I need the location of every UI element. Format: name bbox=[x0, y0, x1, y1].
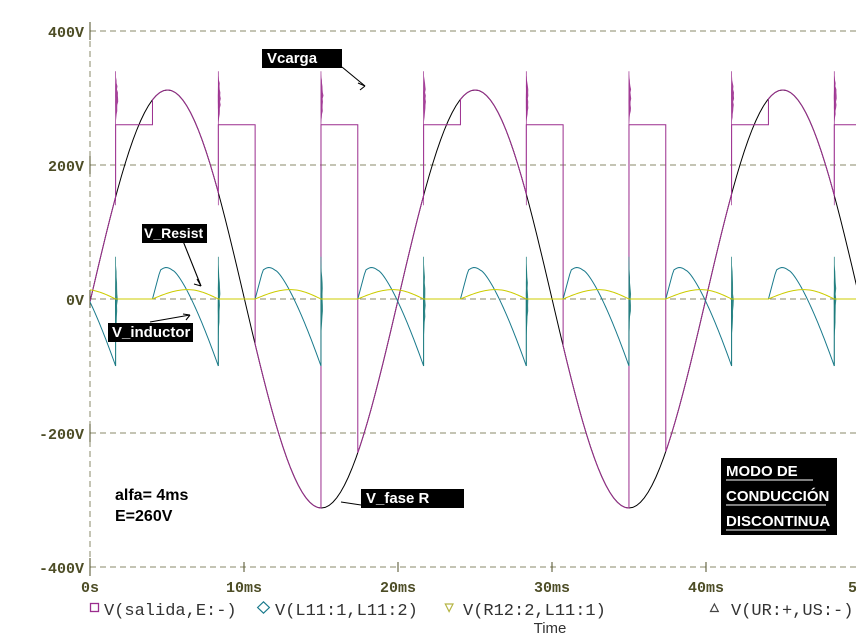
svg-text:V(salida,E:-): V(salida,E:-) bbox=[104, 602, 237, 621]
svg-text:V_fase R: V_fase R bbox=[366, 490, 430, 507]
svg-text:alfa= 4ms: alfa= 4ms bbox=[115, 487, 188, 504]
svg-text:E=260V: E=260V bbox=[115, 508, 173, 525]
svg-text:V(UR:+,US:-): V(UR:+,US:-) bbox=[731, 602, 853, 621]
svg-text:V_inductor: V_inductor bbox=[112, 324, 191, 341]
svg-text:DISCONTINUA: DISCONTINUA bbox=[726, 513, 830, 530]
svg-text:40ms: 40ms bbox=[688, 580, 724, 597]
svg-text:V_Resist: V_Resist bbox=[144, 225, 203, 241]
svg-text:30ms: 30ms bbox=[534, 580, 570, 597]
svg-text:50: 50 bbox=[848, 580, 856, 597]
svg-text:-200V: -200V bbox=[39, 427, 84, 444]
svg-text:10ms: 10ms bbox=[226, 580, 262, 597]
svg-text:Vcarga: Vcarga bbox=[267, 50, 318, 67]
svg-text:200V: 200V bbox=[48, 159, 84, 176]
svg-text:-400V: -400V bbox=[39, 561, 84, 578]
svg-text:V(R12:2,L11:1): V(R12:2,L11:1) bbox=[463, 602, 606, 621]
svg-text:V(L11:1,L11:2): V(L11:1,L11:2) bbox=[275, 602, 418, 621]
svg-text:0V: 0V bbox=[66, 293, 84, 310]
svg-text:0s: 0s bbox=[81, 580, 99, 597]
svg-text:Time: Time bbox=[534, 620, 567, 637]
svg-text:20ms: 20ms bbox=[380, 580, 416, 597]
svg-text:400V: 400V bbox=[48, 25, 84, 42]
svg-text:MODO DE: MODO DE bbox=[726, 463, 798, 480]
svg-text:CONDUCCIÓN: CONDUCCIÓN bbox=[726, 487, 829, 505]
